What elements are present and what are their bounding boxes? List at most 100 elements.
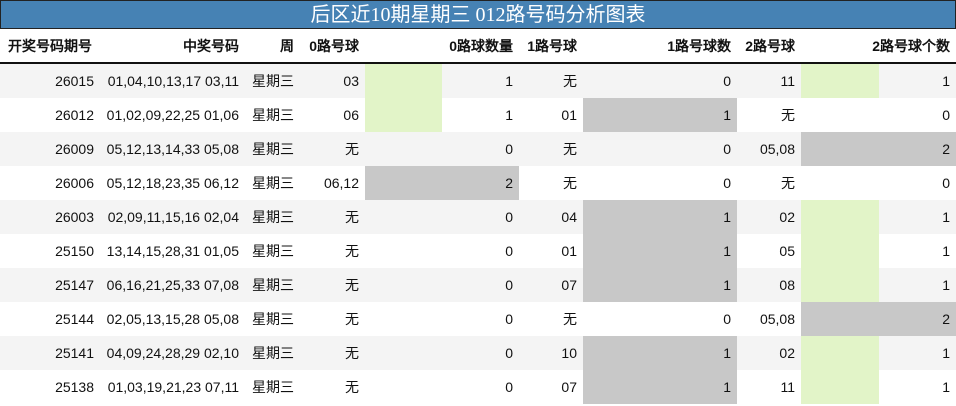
cell-col-route2-count: 2 [801, 302, 956, 336]
cell-col-route1-count: 1 [583, 336, 737, 370]
cell-col-route0-count: 0 [365, 268, 519, 302]
cell-col-winning-numbers: 05,12,13,14,33 05,08 [100, 132, 245, 166]
cell-col-winning-numbers: 01,04,10,13,17 03,11 [100, 63, 245, 98]
count-value: 1 [723, 107, 731, 123]
count-value: 1 [942, 379, 950, 395]
table-row: 26012 01,02,09,22,25 01,06 星期三 06 1 01 1 无 0 [0, 98, 956, 132]
cell-col-route1-balls: 无 [519, 63, 583, 98]
cell-col-issue: 26003 [0, 200, 100, 234]
analysis-table: 开奖号码期号 中奖号码周 0路号球 0路球数量 1路号球 1路号球数 2路号球 2路号球个数 … [0, 29, 956, 404]
count-value: 1 [942, 345, 950, 361]
cell-col-route2-balls: 无 [781, 175, 795, 191]
count-bar [583, 268, 737, 302]
count-bar [365, 98, 442, 132]
count-value: 2 [942, 141, 950, 157]
cell-col-route2-count: 1 [801, 268, 956, 302]
count-value: 0 [723, 311, 731, 327]
table-row: 26006 05,12,18,23,35 06,12 星期三 06,12 2 无 0 无 0 [0, 166, 956, 200]
cell-col-route2-balls: 05 [779, 243, 795, 259]
cell-col-route2-balls: 05,08 [759, 311, 795, 327]
cell-col-issue: 25138 [55, 379, 94, 395]
count-bar [801, 336, 879, 370]
cell-col-route2-count: 0 [801, 166, 956, 200]
cell-col-route0-count: 0 [365, 132, 519, 166]
cell-col-route2-balls: 02 [737, 336, 801, 370]
table-row: 25150 13,14,15,28,31 01,05 星期三 无 0 01 1 05 1 [0, 234, 956, 268]
cell-col-route1-balls: 01 [561, 107, 577, 123]
count-value: 0 [723, 141, 731, 157]
count-bar [801, 132, 956, 166]
cell-col-issue: 25147 [0, 268, 100, 302]
count-value: 1 [942, 277, 950, 293]
count-value: 0 [505, 277, 513, 293]
cell-col-weekday: 星期三 [245, 268, 300, 302]
cell-col-route2-balls: 11 [780, 379, 795, 395]
header-col-issue: 开奖号码期号 [0, 29, 100, 64]
cell-col-route0-balls: 无 [345, 243, 359, 259]
count-value: 0 [942, 175, 950, 191]
cell-col-route1-count: 1 [583, 234, 737, 268]
count-bar [801, 200, 879, 234]
cell-col-winning-numbers: 02,09,11,15,16 02,04 [100, 200, 245, 234]
cell-col-issue: 26012 [55, 107, 94, 123]
cell-col-route0-balls: 无 [300, 200, 365, 234]
count-value: 1 [723, 243, 731, 259]
count-value: 1 [723, 209, 731, 225]
header-col-route1-balls: 1路号球 [519, 29, 583, 64]
cell-col-winning-numbers: 01,02,09,22,25 01,06 [106, 107, 239, 123]
cell-col-route2-count: 1 [801, 370, 956, 404]
count-bar [365, 166, 519, 200]
cell-col-route2-count: 2 [801, 132, 956, 166]
cell-col-winning-numbers: 06,16,21,25,33 07,08 [100, 268, 245, 302]
cell-col-route1-balls: 01 [561, 243, 577, 259]
cell-col-route1-count: 0 [583, 302, 737, 336]
count-bar [801, 370, 879, 404]
table-row: 25144 02,05,13,15,28 05,08 星期三 无 0 无 0 05,08 2 [0, 302, 956, 336]
cell-col-route0-balls: 06 [343, 107, 359, 123]
cell-col-winning-numbers: 05,12,18,23,35 06,12 [106, 175, 239, 191]
cell-col-route1-count: 0 [583, 166, 737, 200]
cell-col-weekday: 星期三 [245, 336, 300, 370]
cell-col-route1-count: 1 [583, 370, 737, 404]
cell-col-route0-count: 0 [365, 336, 519, 370]
count-bar [583, 200, 737, 234]
count-value: 2 [505, 175, 513, 191]
cell-col-issue: 25150 [55, 243, 94, 259]
table-row: 25138 01,03,19,21,23 07,11 星期三无 0 07 1 11 1 [0, 370, 956, 404]
count-value: 0 [505, 379, 513, 395]
cell-col-weekday: 星期三 [245, 63, 300, 98]
cell-col-route2-count: 1 [801, 336, 956, 370]
cell-col-route0-count: 1 [365, 63, 519, 98]
cell-col-route1-count: 1 [583, 200, 737, 234]
cell-col-weekday: 星期三 [245, 200, 300, 234]
header-col-route2-count: 2路号球个数 [801, 29, 956, 64]
cell-col-winning-numbers: 02,05,13,15,28 05,08 [106, 311, 239, 327]
count-value: 0 [505, 311, 513, 327]
table-title: 后区近10期星期三 012路号码分析图表 [0, 0, 956, 29]
count-bar [583, 98, 737, 132]
cell-col-route1-balls: 04 [519, 200, 583, 234]
cell-col-route1-balls: 10 [519, 336, 583, 370]
table-row: 25141 04,09,24,28,29 02,10 星期三无 0 10 1 02 1 [0, 336, 956, 370]
cell-col-route0-balls: 无 [345, 379, 359, 395]
cell-col-route2-balls: 02 [737, 200, 801, 234]
count-value: 2 [942, 311, 950, 327]
cell-col-route0-count: 0 [365, 234, 519, 268]
header-col-route1-count: 1路号球数 [583, 29, 737, 64]
cell-col-route0-balls: 无 [300, 132, 365, 166]
cell-col-issue: 25141 [0, 336, 100, 370]
cell-col-issue: 26015 [0, 63, 100, 98]
cell-col-weekday: 星期三 [252, 175, 294, 191]
count-value: 1 [723, 277, 731, 293]
cell-col-route2-count: 1 [801, 234, 956, 268]
cell-col-route1-balls: 无 [563, 175, 577, 191]
count-bar [583, 336, 737, 370]
count-value: 1 [505, 73, 513, 89]
cell-col-route0-balls: 无 [345, 311, 359, 327]
count-value: 0 [505, 243, 513, 259]
cell-col-weekday: 星期三 [252, 379, 294, 395]
cell-col-route0-balls: 06,12 [323, 175, 359, 191]
header-col-route0-balls: 0路号球 [300, 29, 365, 64]
cell-col-issue: 26006 [55, 175, 94, 191]
table-row: 25147 06,16,21,25,33 07,08 星期三无 0 07 1 08 1 [0, 268, 956, 302]
